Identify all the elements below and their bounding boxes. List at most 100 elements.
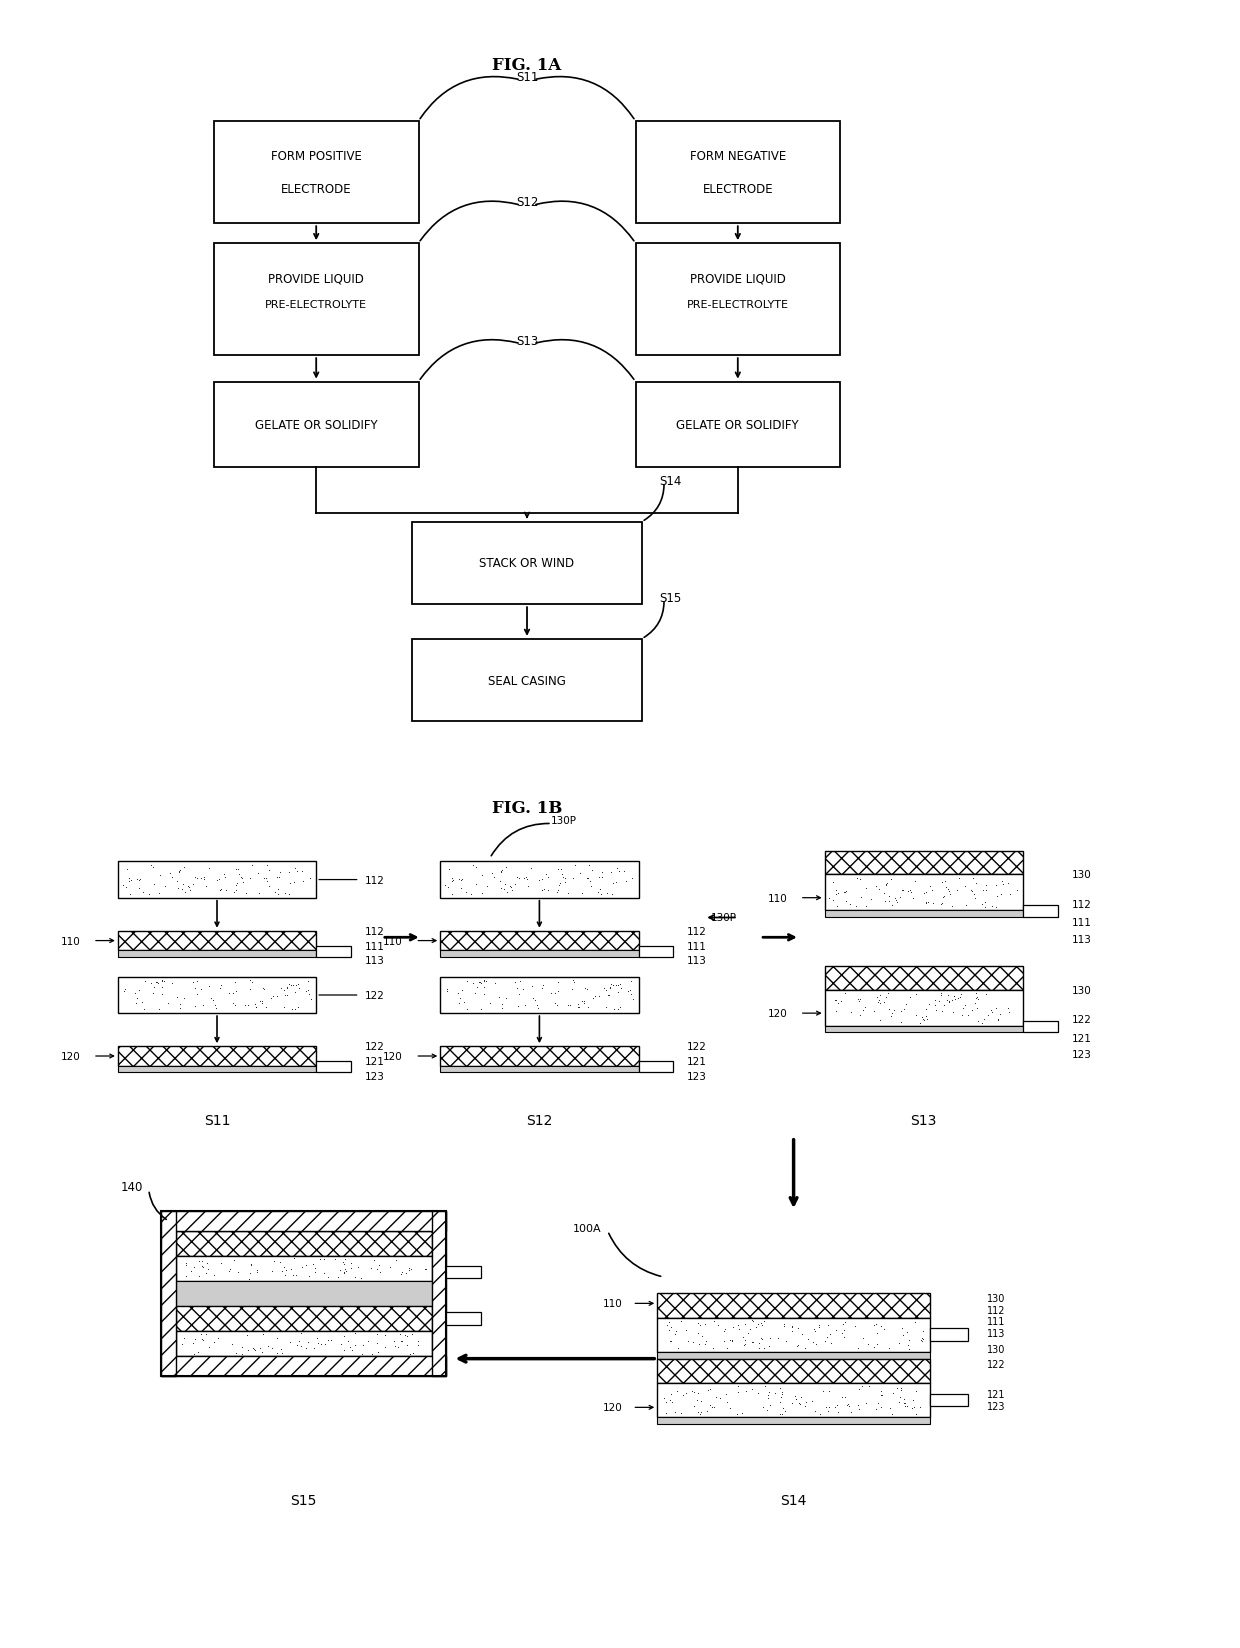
Point xyxy=(301,987,321,1014)
Point xyxy=(547,878,567,905)
Text: 111: 111 xyxy=(1071,918,1091,928)
Point xyxy=(791,1384,811,1411)
Point xyxy=(263,982,283,1009)
Text: 121: 121 xyxy=(687,1056,707,1066)
Text: SEAL CASING: SEAL CASING xyxy=(489,674,565,687)
Point xyxy=(560,992,580,1018)
Text: 110: 110 xyxy=(61,936,81,946)
Point xyxy=(115,976,135,1002)
Bar xyxy=(635,244,841,356)
Point xyxy=(920,873,940,900)
Point xyxy=(966,990,986,1017)
Point xyxy=(192,1327,212,1353)
Point xyxy=(981,997,1001,1023)
Point xyxy=(689,1332,709,1358)
Point xyxy=(905,1378,925,1404)
Point xyxy=(236,992,255,1018)
Point xyxy=(574,990,594,1017)
Point xyxy=(548,877,568,903)
Point xyxy=(274,977,294,1004)
Point xyxy=(310,1246,330,1272)
Bar xyxy=(440,862,639,898)
Point xyxy=(608,997,627,1023)
Point xyxy=(391,1261,410,1287)
Point xyxy=(568,990,588,1017)
Point xyxy=(192,1252,212,1279)
Point xyxy=(329,1264,348,1290)
Point xyxy=(283,1262,303,1289)
Point xyxy=(787,1315,807,1341)
Point xyxy=(857,875,877,901)
Point xyxy=(760,1393,780,1419)
Bar xyxy=(1023,1022,1058,1033)
Point xyxy=(914,1005,934,1032)
Point xyxy=(916,878,936,905)
Point xyxy=(976,872,996,898)
Point xyxy=(708,1312,728,1338)
Point xyxy=(874,880,894,906)
Point xyxy=(216,864,236,890)
Point xyxy=(274,1254,294,1280)
Point xyxy=(817,1398,837,1424)
Text: S13: S13 xyxy=(910,1114,937,1127)
Point xyxy=(867,984,887,1010)
Point xyxy=(760,1379,780,1406)
Point xyxy=(300,865,320,892)
Point xyxy=(782,1313,802,1340)
Point xyxy=(895,1389,915,1416)
Point xyxy=(451,867,471,893)
Point xyxy=(491,859,511,885)
Bar xyxy=(1023,906,1058,918)
Point xyxy=(495,870,515,897)
Point xyxy=(975,1007,994,1033)
Point xyxy=(172,877,192,903)
Bar xyxy=(440,951,639,957)
Point xyxy=(288,994,308,1020)
Point xyxy=(851,885,870,911)
Point xyxy=(826,882,846,908)
Text: 130: 130 xyxy=(1071,870,1091,880)
Point xyxy=(894,997,914,1023)
Point xyxy=(913,1327,932,1353)
Point xyxy=(241,1252,260,1279)
Point xyxy=(967,987,987,1014)
Point xyxy=(836,880,856,906)
Point xyxy=(945,986,965,1012)
Point xyxy=(703,1335,723,1361)
Point xyxy=(269,864,289,890)
Point xyxy=(527,992,547,1018)
Point xyxy=(898,878,918,905)
Point xyxy=(285,979,305,1005)
Point xyxy=(334,1251,353,1277)
Point xyxy=(892,1376,911,1402)
Point xyxy=(348,1254,368,1280)
Point xyxy=(548,979,568,1005)
Point xyxy=(701,1376,720,1402)
Point xyxy=(461,882,481,908)
Point xyxy=(272,1337,291,1363)
Point xyxy=(868,1330,888,1356)
Point xyxy=(135,967,155,994)
Point xyxy=(358,1328,378,1355)
Text: 120: 120 xyxy=(383,1051,403,1061)
Point xyxy=(875,870,895,897)
Point xyxy=(129,977,149,1004)
Point xyxy=(906,1401,926,1427)
Point xyxy=(533,877,553,903)
Point xyxy=(549,870,569,897)
Point xyxy=(913,1004,932,1030)
Point xyxy=(119,865,139,892)
Point xyxy=(288,972,308,999)
Point xyxy=(986,872,1006,898)
Point xyxy=(816,1394,836,1421)
Point xyxy=(549,872,569,898)
Text: 110: 110 xyxy=(603,1299,622,1309)
Point xyxy=(897,990,916,1017)
Point xyxy=(573,987,593,1014)
Point xyxy=(210,976,229,1002)
Point xyxy=(966,981,986,1007)
Point xyxy=(548,992,568,1018)
Bar xyxy=(176,1332,432,1356)
Point xyxy=(472,880,492,906)
Point xyxy=(330,1257,350,1284)
